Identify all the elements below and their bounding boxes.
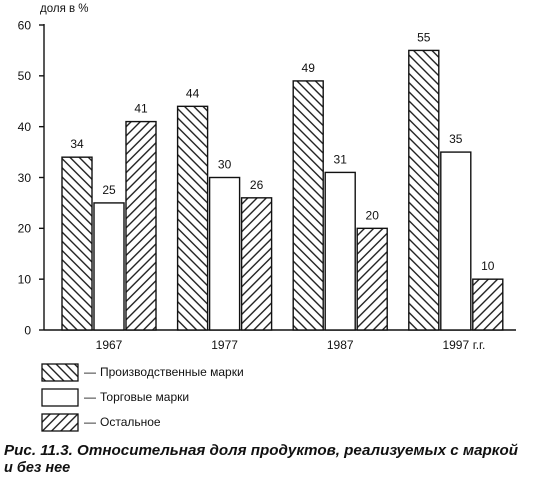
- bar-series-3-1967: [125, 120, 157, 331]
- legend-label-production-brands: Производственные марки: [100, 365, 244, 379]
- bars: [61, 49, 504, 331]
- bar-value-label: 34: [70, 137, 84, 151]
- bar-series-1-1967: [61, 156, 93, 331]
- x-axis-tick-labels: 1967 1977 1987 1997: [96, 338, 470, 352]
- legend-dash: —: [84, 365, 96, 379]
- bar-series-2-1967: [93, 202, 125, 331]
- bar-value-label: 30: [218, 158, 232, 172]
- bar-value-label: 25: [102, 183, 116, 197]
- bar-value-label: 44: [186, 86, 200, 100]
- y-axis-label: доля в %: [40, 3, 89, 15]
- y-tick-label: 40: [18, 120, 32, 134]
- x-tick-label: 1967: [96, 338, 123, 352]
- x-tick-label: 1987: [327, 338, 354, 352]
- figure-caption: Рис. 11.3. Относительная доля продуктов,…: [4, 443, 518, 476]
- legend-swatch-other: [41, 413, 79, 432]
- bar-value-label: 31: [334, 152, 348, 166]
- legend-swatch-production-brands: [41, 363, 79, 382]
- bar-series-2-1997: [440, 151, 472, 331]
- legend-item-other: — Остальное: [41, 413, 161, 432]
- legend-dash: —: [84, 390, 96, 404]
- y-tick-label: 30: [18, 171, 32, 185]
- bar-value-label: 55: [417, 30, 431, 44]
- bar-value-label: 41: [134, 102, 148, 116]
- bar-series-2-1987: [324, 171, 356, 331]
- legend-label-other: Остальное: [100, 415, 161, 429]
- bar-series-1-1977: [176, 105, 209, 331]
- bar-value-label: 49: [302, 61, 316, 75]
- bar-series-1-1987: [292, 80, 324, 331]
- bar-value-labels: 34 44 49 55 25 30 31 35 41 26 20 10: [70, 30, 494, 273]
- bar-series-3-1997: [472, 278, 504, 331]
- legend-swatch-trade-brands: [41, 388, 79, 407]
- x-axis-unit-label: г.г.: [473, 338, 486, 352]
- legend-dash: —: [84, 415, 96, 429]
- x-tick-label: 1997: [442, 338, 469, 352]
- y-axis-ticks: 0 10 20 30 40 50 60: [18, 18, 44, 337]
- y-tick-label: 0: [24, 323, 31, 337]
- caption-line-2: и без нее: [4, 460, 70, 476]
- bar-value-label: 35: [449, 132, 463, 146]
- bar-series-1-1997: [408, 49, 440, 331]
- bar-series-3-1987: [356, 227, 388, 331]
- bar-value-label: 26: [250, 178, 264, 192]
- bar-series-2-1977: [208, 176, 241, 331]
- legend-label-trade-brands: Торговые марки: [100, 390, 189, 404]
- y-tick-label: 20: [18, 222, 32, 236]
- y-tick-label: 10: [18, 272, 32, 286]
- legend-item-trade-brands: — Торговые марки: [41, 388, 189, 407]
- bar-value-label: 10: [481, 259, 495, 273]
- y-tick-label: 60: [18, 18, 32, 32]
- bar-value-label: 20: [366, 208, 380, 222]
- caption-line-1: Рис. 11.3. Относительная доля продуктов,…: [4, 443, 518, 459]
- legend: — Производственные марки — Торговые марк…: [41, 363, 244, 432]
- legend-item-production-brands: — Производственные марки: [41, 363, 244, 382]
- bar-series-3-1977: [240, 197, 273, 331]
- x-tick-label: 1977: [211, 338, 238, 352]
- y-tick-label: 50: [18, 69, 32, 83]
